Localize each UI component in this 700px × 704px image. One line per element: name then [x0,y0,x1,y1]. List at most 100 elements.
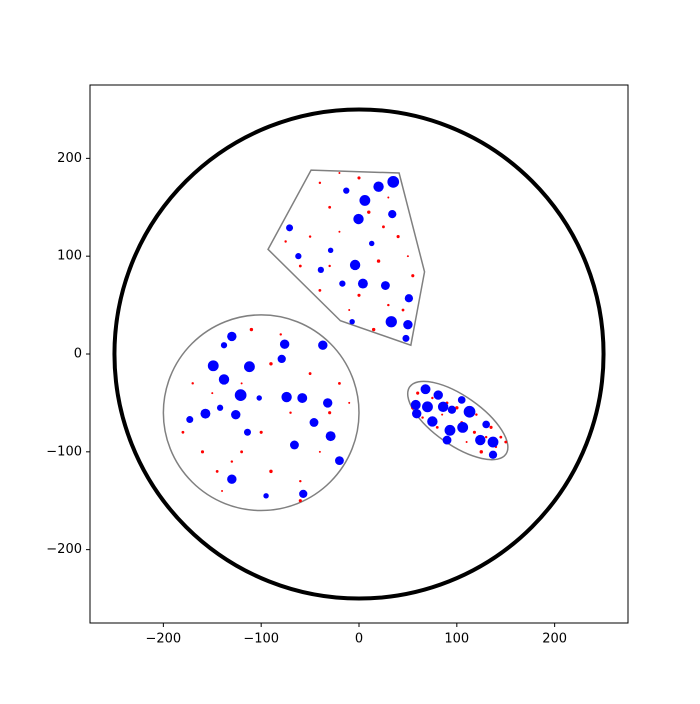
point [256,395,262,401]
point [339,280,346,287]
x-tick-label: 100 [444,632,469,647]
point [269,362,273,366]
point [487,436,499,448]
point [221,489,224,492]
point [475,434,486,446]
point [299,489,308,499]
point [207,360,219,372]
point [186,416,194,424]
point [447,405,457,414]
point [479,450,483,454]
point [357,176,361,180]
point [277,354,286,364]
point [249,327,254,332]
point [482,420,490,429]
point [465,441,468,444]
point [240,382,243,385]
x-tick-label: 200 [542,632,567,647]
point [259,430,263,434]
point [327,247,334,254]
point [504,440,508,444]
y-tick-label: 100 [57,249,82,264]
point [387,196,390,199]
point [382,225,385,229]
point [406,255,409,258]
point [387,175,400,188]
point [475,413,478,416]
point [357,293,361,297]
y-tick-label: 200 [57,151,82,166]
point [317,266,324,274]
point [376,259,381,263]
point [318,340,328,350]
point [359,195,371,206]
point [263,493,269,499]
point [431,396,434,400]
point [369,240,375,247]
point [488,450,498,459]
point [411,274,415,278]
region-circle [112,107,606,601]
point [295,253,302,260]
point [227,331,237,342]
point [349,319,355,325]
point [290,440,299,450]
point [200,450,205,454]
point [200,408,211,419]
point [343,187,350,194]
point [420,384,431,395]
point [348,401,351,404]
point [489,425,493,429]
point [240,450,244,454]
point [441,413,444,416]
region-circle [162,314,360,512]
point [328,411,332,415]
point [357,278,368,289]
point [286,224,294,232]
point [437,401,449,413]
region-polygon [267,169,426,347]
point [442,435,452,445]
point [457,396,466,404]
point [309,418,319,427]
y-tick-label: −100 [46,444,82,459]
point [412,408,422,419]
point [373,181,384,192]
point [328,205,332,209]
point [279,339,290,349]
x-tick-label: −200 [146,632,182,647]
point [289,411,292,414]
point [234,389,247,401]
point [318,289,322,292]
point [353,213,364,225]
point [284,240,287,243]
point [433,390,443,400]
point [244,361,255,373]
point [338,172,341,175]
point [279,333,282,336]
point [348,308,351,311]
point [401,308,405,312]
point [318,450,321,453]
point [338,230,341,233]
point [297,393,308,403]
point [325,431,336,442]
point [484,435,488,439]
point [298,264,302,268]
point [308,372,312,375]
point [227,474,237,484]
point [191,382,194,385]
point [367,210,371,214]
point [335,456,344,466]
point [216,404,224,411]
point [323,398,333,408]
point [298,499,302,503]
x-tick-label: 0 [355,632,363,647]
point [308,235,312,238]
point [463,405,476,418]
point [403,319,413,330]
point [422,401,433,413]
point [435,425,439,429]
